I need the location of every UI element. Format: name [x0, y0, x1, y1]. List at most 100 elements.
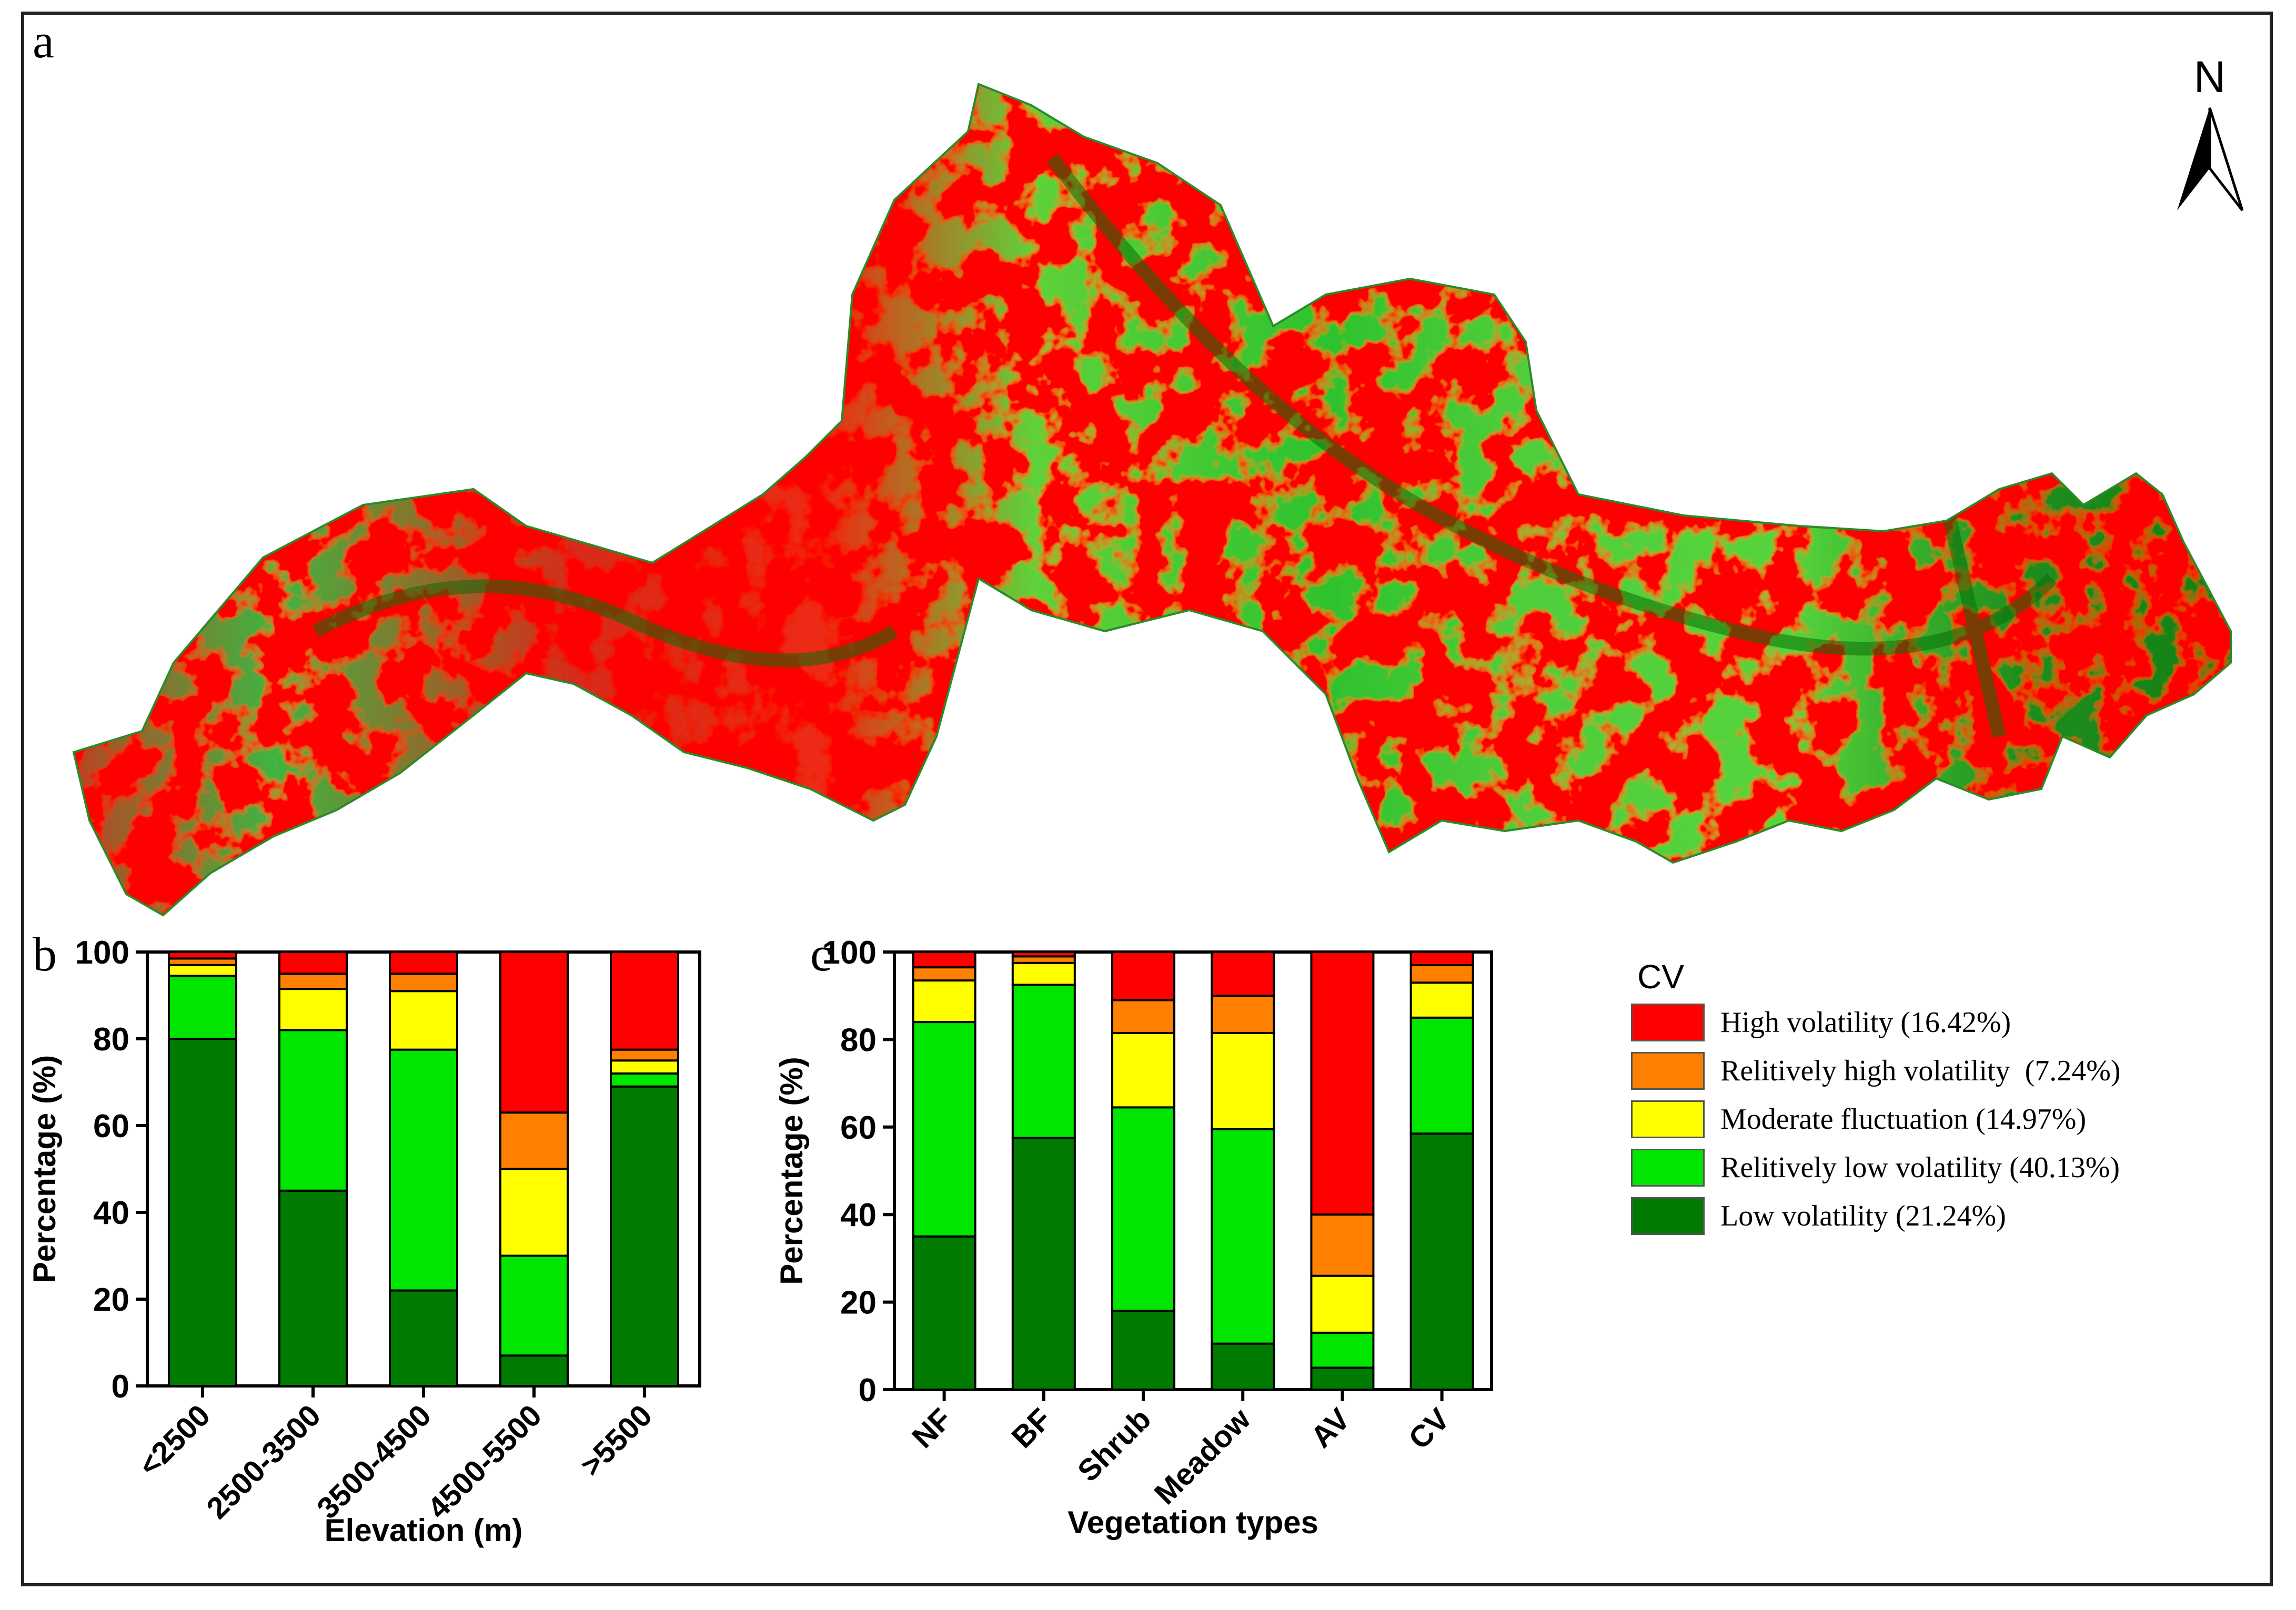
bar-segment — [1409, 1132, 1474, 1391]
bar-segment — [610, 1048, 679, 1062]
panel-label-c: c — [810, 927, 832, 981]
x-tick-label: AV — [1304, 1402, 1357, 1454]
x-tick-label: 2500-3500 — [200, 1398, 327, 1525]
y-axis-label: Percentage (%) — [779, 1057, 809, 1284]
bar-segment — [1211, 951, 1275, 997]
bar-segment — [168, 951, 237, 960]
bar-segment — [499, 1254, 569, 1357]
bar-segment — [278, 973, 348, 990]
bar-segment — [168, 964, 237, 977]
legend-swatch — [1631, 1197, 1705, 1235]
basin-outline — [72, 83, 2232, 917]
bar-segment — [389, 990, 458, 1051]
bar-segment — [610, 1085, 679, 1387]
bar-segment — [1409, 964, 1474, 984]
legend-swatch — [1631, 1100, 1705, 1138]
legend-item: Relitively low volatility (40.13%) — [1631, 1149, 2236, 1189]
bar-segment — [912, 966, 976, 982]
bar-segment — [1011, 961, 1076, 986]
bar-segment — [1011, 1137, 1076, 1391]
north-arrow: N — [2177, 52, 2244, 211]
y-tick-label: 80 — [93, 1021, 129, 1058]
bar-segment — [1310, 1274, 1375, 1334]
bar-segment — [1211, 1031, 1275, 1130]
bar-segment — [389, 973, 458, 993]
legend-swatch — [1631, 1052, 1705, 1090]
bar-segment — [1409, 951, 1474, 966]
x-tick-label: Shrub — [1071, 1402, 1157, 1488]
bar-segment — [499, 951, 569, 1114]
x-tick-label: Meadow — [1148, 1402, 1257, 1511]
panel-label-b: b — [33, 927, 57, 981]
bar-segment — [499, 1168, 569, 1257]
y-tick-label: 100 — [822, 935, 877, 971]
y-tick-label: 100 — [75, 935, 129, 971]
legend-title: CV — [1637, 958, 1684, 996]
cv-map: N — [72, 52, 2244, 917]
x-tick-label: BF — [1005, 1402, 1058, 1455]
bar-segment — [1111, 951, 1175, 1001]
bar-segment — [499, 1111, 569, 1170]
x-tick-label: >5500 — [574, 1398, 659, 1483]
y-tick-label: 20 — [840, 1285, 877, 1321]
bar-segment — [1111, 999, 1175, 1034]
legend-item: Moderate fluctuation (14.97%) — [1631, 1100, 2236, 1140]
y-tick-label: 0 — [859, 1372, 877, 1409]
x-tick-label: 3500-4500 — [310, 1398, 438, 1525]
bar-segment — [610, 1072, 679, 1088]
x-axis-label: Elevation (m) — [325, 1513, 523, 1548]
bar-segment — [1111, 1106, 1175, 1312]
x-tick-label: 4500-5500 — [421, 1398, 548, 1525]
x-axis-label: Vegetation types — [1068, 1505, 1318, 1540]
bar-segment — [1211, 1128, 1275, 1345]
bar-segment — [1011, 951, 1076, 958]
bar-segment — [610, 1059, 679, 1075]
y-tick-label: 20 — [93, 1282, 129, 1318]
bar-segment — [912, 1235, 976, 1391]
bar-segment — [278, 988, 348, 1031]
north-arrow-dark-icon — [2177, 108, 2210, 210]
legend-label: Relitively high volatility (7.24%) — [1720, 1055, 2121, 1087]
bar-segment — [1310, 1213, 1375, 1277]
y-tick-label: 40 — [840, 1197, 877, 1233]
bar-segment — [389, 951, 458, 975]
bar-segment — [1011, 984, 1076, 1139]
bar-segment — [499, 1354, 569, 1387]
bar-segment — [912, 951, 976, 969]
figure-frame — [21, 12, 2273, 1586]
legend-label: Moderate fluctuation (14.97%) — [1720, 1103, 2087, 1136]
legend-swatch — [1631, 1149, 1705, 1187]
legend-label: Low volatility (21.24%) — [1720, 1200, 2006, 1232]
legend-label: Relitively low volatility (40.13%) — [1720, 1151, 2120, 1184]
panel-label-a: a — [33, 14, 54, 68]
bar-segment — [168, 1038, 237, 1387]
bar-segment — [389, 1048, 458, 1292]
legend-item: Relitively high volatility (7.24%) — [1631, 1052, 2236, 1092]
north-label: N — [2194, 52, 2226, 102]
y-tick-label: 40 — [93, 1195, 129, 1231]
chart-elevation: 0 20 40 60 80 100 Percentage (%) <25002500-3500… — [27, 935, 701, 1548]
bar-segment — [1111, 1310, 1175, 1391]
bar-segment — [912, 979, 976, 1024]
x-tick-label: NF — [905, 1402, 959, 1455]
chart-vegetation: 0 20 40 60 80 100 Percentage (%) NF BF ShrubMeado… — [779, 935, 1493, 1540]
y-tick-label: 60 — [840, 1110, 877, 1146]
bar-segment — [1310, 1366, 1375, 1391]
bar-segment — [1111, 1031, 1175, 1109]
bar-segment — [610, 951, 679, 1051]
legend-swatch — [1631, 1004, 1705, 1041]
bar-segment — [1211, 995, 1275, 1034]
bar-segment — [278, 1189, 348, 1387]
y-axis-label: Percentage (%) — [27, 1055, 62, 1283]
legend-item: High volatility (16.42%) — [1631, 1004, 2236, 1044]
bar-segment — [1409, 981, 1474, 1019]
north-arrow-light-icon — [2208, 107, 2244, 211]
legend-item: Low volatility (21.24%) — [1631, 1197, 2236, 1237]
plot-frame — [893, 950, 1493, 1391]
legend: CV High volatility (16.42%) Relitively hi… — [1631, 957, 2236, 1283]
bar-segment — [1310, 1331, 1375, 1369]
x-tick-label: CV — [1402, 1402, 1456, 1456]
y-tick-label: 80 — [840, 1022, 877, 1058]
x-tick-label: <2500 — [132, 1398, 217, 1483]
